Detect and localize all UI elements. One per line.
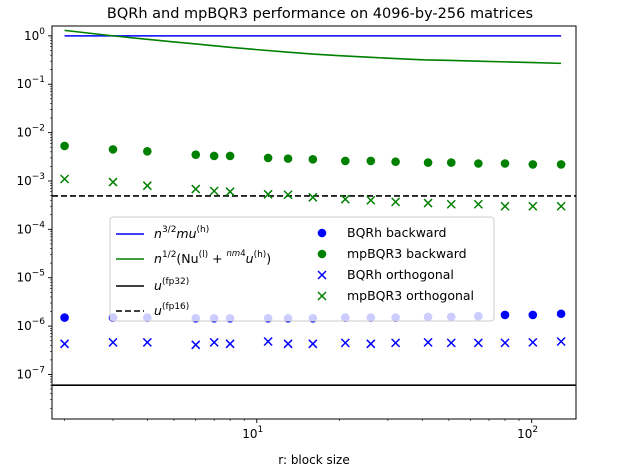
legend-marker-swatch bbox=[317, 228, 327, 238]
point-mpbqr3-orthogonal bbox=[60, 174, 70, 184]
point-bqrh-orthogonal bbox=[308, 339, 318, 349]
point-bqrh-orthogonal bbox=[60, 339, 70, 349]
y-tick-label: 10−1 bbox=[16, 75, 45, 91]
point-bqrh-backward bbox=[500, 310, 510, 320]
point-bqrh-orthogonal bbox=[191, 340, 201, 350]
x-tick-label: 101 bbox=[242, 425, 263, 441]
legend-entry-label: u(fp16) bbox=[154, 302, 189, 318]
point-mpbqr3-backward bbox=[341, 156, 350, 166]
point-mpbqr3-backward bbox=[143, 147, 152, 156]
point-mpbqr3-orthogonal bbox=[283, 190, 293, 200]
point-mpbqr3-backward bbox=[60, 141, 69, 151]
legend-entry-label: n3/2mu(h) bbox=[154, 225, 209, 241]
point-bqrh-orthogonal bbox=[263, 336, 273, 347]
point-mpbqr3-orthogonal bbox=[225, 187, 235, 197]
point-mpbqr3-backward bbox=[391, 157, 400, 167]
x-tick-label: 102 bbox=[517, 425, 538, 441]
legend: n3/2mu(h) n1/2(Nu(l) + nm4u(h)) u(fp32) u(f… bbox=[109, 216, 495, 322]
y-tick-label: 10−5 bbox=[16, 269, 45, 285]
point-bqrh-orthogonal bbox=[423, 337, 433, 347]
point-mpbqr3-orthogonal bbox=[142, 181, 152, 191]
legend-entry-label: u(fp32) bbox=[154, 277, 189, 293]
point-mpbqr3-orthogonal bbox=[366, 195, 376, 205]
legend-entry-label: BQRh orthogonal bbox=[347, 267, 454, 282]
point-mpbqr3-orthogonal bbox=[528, 201, 538, 211]
point-mpbqr3-orthogonal bbox=[446, 199, 456, 209]
point-mpbqr3-backward bbox=[556, 160, 566, 169]
point-bqrh-orthogonal bbox=[142, 337, 152, 347]
point-bqrh-backward bbox=[60, 313, 69, 322]
point-mpbqr3-backward bbox=[191, 150, 201, 159]
point-mpbqr3-orthogonal bbox=[108, 177, 118, 187]
legend-entry-label: mpBQR3 orthogonal bbox=[347, 288, 474, 303]
x-axis-label: r: block size bbox=[278, 453, 350, 467]
point-mpbqr3-backward bbox=[308, 155, 318, 164]
legend-entry-label: mpBQR3 backward bbox=[347, 246, 467, 261]
point-mpbqr3-orthogonal bbox=[473, 199, 483, 209]
point-mpbqr3-backward bbox=[423, 158, 433, 167]
point-bqrh-orthogonal bbox=[225, 339, 235, 349]
point-bqrh-orthogonal bbox=[473, 338, 483, 348]
point-mpbqr3-orthogonal bbox=[500, 201, 510, 211]
point-mpbqr3-backward bbox=[108, 145, 118, 154]
point-mpbqr3-orthogonal bbox=[556, 201, 566, 211]
point-mpbqr3-orthogonal bbox=[340, 194, 350, 204]
point-bqrh-orthogonal bbox=[209, 337, 219, 347]
point-bqrh-backward bbox=[528, 310, 538, 320]
point-mpbqr3-orthogonal bbox=[191, 184, 201, 194]
point-mpbqr3-backward bbox=[528, 160, 538, 169]
y-tick-label: 10−2 bbox=[16, 124, 45, 140]
point-mpbqr3-backward bbox=[500, 159, 510, 168]
point-mpbqr3-backward bbox=[446, 158, 456, 167]
legend-box bbox=[109, 216, 495, 322]
point-mpbqr3-backward bbox=[209, 151, 219, 161]
point-mpbqr3-backward bbox=[263, 153, 273, 163]
legend-entry-label: n1/2(Nu(l) + nm4u(h)) bbox=[154, 249, 271, 266]
legend-entry-label: BQRh backward bbox=[347, 225, 446, 240]
point-bqrh-orthogonal bbox=[528, 337, 538, 347]
point-bqrh-orthogonal bbox=[283, 339, 293, 349]
y-tick-label: 10−6 bbox=[16, 317, 45, 333]
point-bqrh-orthogonal bbox=[366, 339, 376, 349]
point-bqrh-backward bbox=[556, 309, 566, 319]
point-bqrh-orthogonal bbox=[556, 336, 566, 347]
y-tick-label: 100 bbox=[24, 27, 45, 43]
y-tick-label: 10−4 bbox=[16, 220, 45, 236]
plot-frame bbox=[51, 25, 577, 420]
y-tick-label: 10−3 bbox=[16, 172, 45, 188]
point-mpbqr3-backward bbox=[474, 159, 483, 168]
point-bqrh-orthogonal bbox=[446, 338, 456, 348]
legend-marker-swatch bbox=[317, 270, 327, 280]
y-tick-label: 10−7 bbox=[16, 365, 45, 381]
point-bqrh-orthogonal bbox=[340, 338, 350, 348]
point-mpbqr3-orthogonal bbox=[308, 192, 318, 202]
point-bqrh-orthogonal bbox=[391, 338, 401, 348]
point-mpbqr3-orthogonal bbox=[209, 186, 219, 196]
point-mpbqr3-orthogonal bbox=[391, 197, 401, 207]
point-bqrh-orthogonal bbox=[108, 337, 118, 347]
point-mpbqr3-backward bbox=[366, 156, 376, 166]
legend-marker-swatch bbox=[317, 249, 327, 259]
chart-title: BQRh and mpBQR3 performance on 4096-by-2… bbox=[107, 6, 533, 22]
point-mpbqr3-backward bbox=[225, 151, 235, 161]
series-line-1 bbox=[64, 29, 562, 65]
legend-marker-swatch bbox=[317, 291, 327, 301]
point-mpbqr3-backward bbox=[283, 154, 293, 163]
plot-content bbox=[52, 29, 576, 386]
point-mpbqr3-orthogonal bbox=[263, 189, 273, 199]
point-bqrh-orthogonal bbox=[500, 338, 510, 348]
point-mpbqr3-orthogonal bbox=[423, 198, 433, 208]
